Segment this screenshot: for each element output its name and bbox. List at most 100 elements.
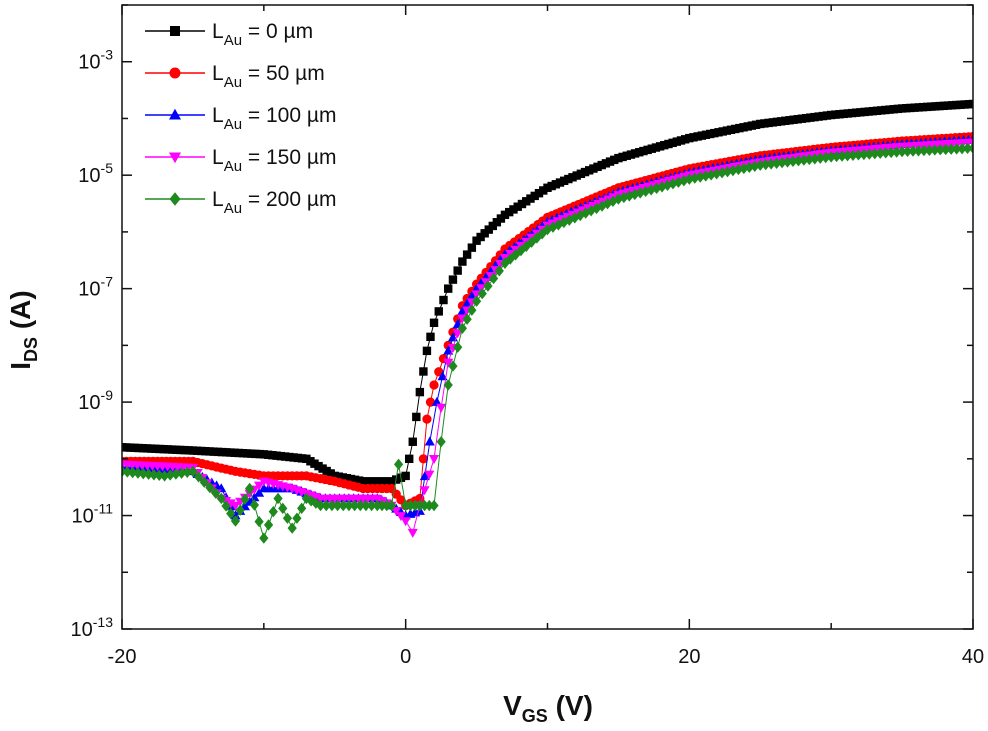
data-point: [278, 502, 288, 515]
data-point: [458, 257, 467, 266]
y-tick-label: 10-13: [71, 614, 114, 641]
data-point: [297, 502, 307, 515]
data-point: [249, 499, 259, 511]
data-point: [171, 468, 181, 480]
data-point: [462, 250, 472, 259]
data-point: [176, 467, 187, 479]
data-point: [321, 499, 331, 512]
data-point: [199, 476, 209, 488]
data-point: [443, 345, 454, 355]
data-point: [327, 499, 337, 512]
data-point: [122, 466, 132, 478]
data-point: [377, 499, 387, 512]
data-point: [952, 143, 962, 155]
data-point: [624, 190, 634, 202]
data-point: [509, 205, 518, 214]
data-point: [138, 467, 148, 480]
data-point: [429, 318, 439, 327]
data-point: [766, 158, 776, 170]
data-point: [522, 197, 531, 206]
data-point: [415, 499, 425, 512]
data-point: [226, 507, 236, 520]
data-point: [534, 188, 544, 198]
data-point: [788, 155, 798, 168]
data-point: [457, 322, 468, 334]
data-point: [532, 232, 542, 244]
x-tick-label: -20: [108, 646, 137, 668]
data-point: [448, 360, 458, 372]
series-0: [122, 99, 973, 486]
data-point: [452, 329, 463, 339]
data-point: [453, 341, 463, 353]
data-point: [494, 265, 504, 277]
legend: LAu = 0 µm LAu = 50 µm LAu = 100 µm LAu = 1…: [145, 20, 336, 217]
data-point: [488, 272, 499, 285]
data-point: [930, 144, 940, 156]
data-point: [711, 168, 722, 180]
data-point: [483, 280, 493, 292]
data-point: [412, 412, 421, 422]
data-point: [431, 396, 442, 406]
data-point: [149, 469, 159, 481]
data-point: [761, 158, 771, 171]
x-axis-title-sub: GS: [522, 706, 548, 726]
x-tick-label: 20: [678, 646, 700, 668]
data-point: [424, 470, 435, 480]
data-point: [282, 512, 293, 524]
data-point: [935, 144, 945, 156]
legend-entry: LAu = 50 µm: [212, 62, 325, 91]
series-layer: [122, 99, 973, 544]
data-point: [424, 436, 435, 446]
data-point: [133, 467, 143, 479]
data-point: [230, 501, 241, 511]
data-point: [419, 499, 430, 512]
data-point: [419, 367, 428, 376]
data-point: [750, 160, 760, 172]
data-point: [513, 202, 522, 211]
data-point: [285, 452, 294, 462]
y-axis-title-sub: DS: [21, 337, 41, 362]
data-point: [570, 212, 580, 224]
data-point: [429, 380, 439, 390]
data-point: [434, 307, 443, 316]
data-point: [782, 156, 793, 168]
data-point: [539, 186, 548, 195]
data-point: [395, 512, 406, 522]
legend-marker: [169, 108, 181, 120]
data-point: [128, 466, 138, 479]
data-point: [892, 146, 902, 158]
data-point: [289, 453, 298, 462]
data-point: [517, 199, 527, 209]
data-point: [393, 458, 404, 470]
data-point: [462, 313, 472, 325]
data-point: [235, 504, 245, 516]
data-point: [210, 487, 221, 499]
data-point: [701, 170, 711, 182]
data-point: [848, 149, 858, 161]
data-point: [619, 191, 629, 204]
y-axis-title-unit: (A): [5, 290, 36, 337]
data-point: [924, 144, 934, 156]
data-point: [613, 193, 624, 205]
data-point: [422, 414, 432, 424]
data-point: [477, 287, 487, 300]
data-point: [500, 210, 510, 220]
legend-entry: LAu = 100 µm: [212, 104, 336, 133]
data-point: [793, 155, 804, 167]
data-point: [967, 138, 973, 148]
data-point: [268, 451, 277, 460]
data-point: [755, 159, 765, 171]
data-point: [182, 466, 192, 478]
data-point: [280, 452, 290, 461]
data-point: [516, 244, 526, 257]
legend-entry: LAu = 150 µm: [212, 146, 336, 175]
data-point: [240, 493, 250, 506]
data-point: [386, 499, 397, 512]
data-point: [842, 150, 853, 162]
data-point: [471, 295, 482, 307]
data-point: [193, 471, 204, 483]
data-point: [695, 171, 705, 183]
x-axis-title-main: V: [503, 690, 522, 721]
